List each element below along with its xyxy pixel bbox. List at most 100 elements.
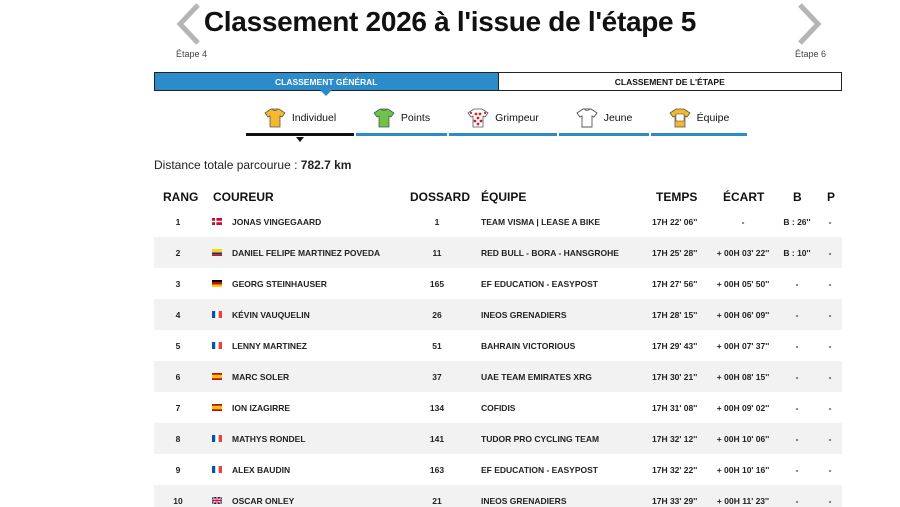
- tab-individual[interactable]: Individuel: [246, 100, 354, 142]
- total-distance-value: 782.7 km: [300, 158, 352, 172]
- rider-name-link[interactable]: DANIEL FELIPE MARTINEZ POVEDA: [232, 248, 381, 258]
- gap-cell: + 00H 10' 16'': [716, 465, 770, 475]
- country-flag-icon: [212, 373, 222, 380]
- table-row[interactable]: 7 ION IZAGIRRE 134 COFIDIS 17H 31' 08'' + 00H…: [154, 392, 842, 423]
- gap-cell: + 00H 05' 50'': [716, 279, 770, 289]
- rank-cell: 1: [175, 217, 181, 227]
- gap-cell: + 00H 03' 22'': [716, 248, 770, 258]
- gap-cell: + 00H 08' 15'': [716, 372, 770, 382]
- rider-name-link[interactable]: OSCAR ONLEY: [232, 496, 295, 506]
- header-bib[interactable]: DOSSARD: [410, 190, 471, 204]
- team-name-link[interactable]: BAHRAIN VICTORIOUS: [481, 341, 576, 351]
- tab-young-label: Jeune: [603, 112, 633, 124]
- total-distance-label: Distance totale parcourue :: [154, 158, 298, 172]
- table-row[interactable]: 1 JONAS VINGEGAARD 1 TEAM VISMA | LEASE A B…: [154, 206, 842, 237]
- bib-cell: 37: [432, 372, 442, 382]
- gap-cell: + 00H 06' 09'': [716, 310, 770, 320]
- previous-stage-arrow-icon[interactable]: [170, 2, 210, 50]
- team-name-link[interactable]: UAE TEAM EMIRATES XRG: [481, 372, 592, 382]
- bib-cell: 163: [429, 465, 445, 475]
- bib-cell: 141: [429, 434, 445, 444]
- table-row[interactable]: 5 LENNY MARTINEZ 51 BAHRAIN VICTORIOUS 17H 2…: [154, 330, 842, 361]
- header-rider[interactable]: COUREUR: [213, 190, 274, 204]
- next-stage-arrow-icon[interactable]: [788, 2, 828, 50]
- time-cell: 17H 29' 43'': [652, 341, 698, 351]
- gap-cell: + 00H 07' 37'': [716, 341, 770, 351]
- rider-name-link[interactable]: KÉVIN VAUQUELIN: [232, 310, 310, 320]
- penalty-cell: -: [828, 279, 832, 289]
- total-distance: Distance totale parcourue : 782.7 km: [154, 158, 351, 172]
- tab-points-label: Points: [400, 112, 431, 124]
- bib-cell: 165: [429, 279, 445, 289]
- bonus-cell: -: [795, 279, 799, 289]
- page-title: Classement 2026 à l'issue de l'étape 5: [203, 6, 697, 37]
- penalty-cell: -: [828, 248, 832, 258]
- country-flag-icon: [212, 497, 222, 504]
- team-name-link[interactable]: INEOS GRENADIERS: [481, 496, 567, 506]
- country-flag-icon: [212, 249, 222, 256]
- header-gap[interactable]: ÉCART: [723, 190, 765, 204]
- rank-cell: 2: [175, 248, 181, 258]
- green-jersey-icon: [373, 108, 395, 128]
- rider-name-link[interactable]: LENNY MARTINEZ: [232, 341, 307, 351]
- team-name-link[interactable]: EF EDUCATION - EASYPOST: [481, 279, 598, 289]
- header-bonus[interactable]: B: [793, 190, 802, 204]
- gap-cell: + 00H 11' 23'': [716, 496, 770, 506]
- rider-name-link[interactable]: ION IZAGIRRE: [232, 403, 291, 413]
- rider-name-link[interactable]: GEORG STEINHAUSER: [232, 279, 327, 289]
- header-penalty[interactable]: P: [827, 190, 836, 204]
- next-stage-label[interactable]: Étape 6: [795, 49, 827, 59]
- rider-name-link[interactable]: MATHYS RONDEL: [232, 434, 306, 444]
- team-name-link[interactable]: INEOS GRENADIERS: [481, 310, 567, 320]
- table-row[interactable]: 9 ALEX BAUDIN 163 EF EDUCATION - EASYPOST 17…: [154, 454, 842, 485]
- tab-general-classification[interactable]: CLASSEMENT GÉNÉRAL: [155, 73, 498, 96]
- time-cell: 17H 22' 06'': [652, 217, 698, 227]
- white-jersey-icon: [576, 108, 598, 128]
- table-row[interactable]: 8 MATHYS RONDEL 141 TUDOR PRO CYCLING TEAM 1…: [154, 423, 842, 454]
- penalty-cell: -: [828, 434, 832, 444]
- tab-points[interactable]: Points: [356, 100, 447, 136]
- previous-stage-label[interactable]: Étape 4: [176, 49, 208, 59]
- penalty-cell: -: [828, 217, 832, 227]
- header-team[interactable]: ÉQUIPE: [481, 190, 527, 204]
- bonus-cell: B : 26'': [783, 217, 811, 227]
- time-cell: 17H 25' 28'': [652, 248, 698, 258]
- country-flag-icon: [212, 404, 222, 411]
- team-name-link[interactable]: COFIDIS: [481, 403, 516, 413]
- time-cell: 17H 32' 12'': [652, 434, 698, 444]
- bib-cell: 26: [432, 310, 442, 320]
- bonus-cell: -: [795, 403, 799, 413]
- table-row[interactable]: 2 DANIEL FELIPE MARTINEZ POVEDA 11 RED BULL…: [154, 237, 842, 268]
- bonus-cell: -: [795, 465, 799, 475]
- table-row[interactable]: 10 OSCAR ONLEY 21 INEOS GRENADIERS 17H 33' 2…: [154, 485, 842, 507]
- tab-team[interactable]: Équipe: [651, 100, 747, 136]
- tab-young[interactable]: Jeune: [559, 100, 649, 136]
- tab-stage-classification[interactable]: CLASSEMENT DE L'ÉTAPE: [497, 73, 841, 90]
- team-name-link[interactable]: TUDOR PRO CYCLING TEAM: [481, 434, 600, 444]
- header-rank[interactable]: RANG: [163, 190, 199, 204]
- jersey-tabs: Individuel Points Grimpeur Jeune Équipe: [246, 100, 749, 142]
- country-flag-icon: [212, 280, 222, 287]
- rider-name-link[interactable]: MARC SOLER: [232, 372, 290, 382]
- header-time[interactable]: TEMPS: [656, 190, 698, 204]
- team-name-link[interactable]: EF EDUCATION - EASYPOST: [481, 465, 598, 475]
- table-row[interactable]: 6 MARC SOLER 37 UAE TEAM EMIRATES XRG 17H 30…: [154, 361, 842, 392]
- rank-cell: 3: [175, 279, 181, 289]
- rider-name-link[interactable]: JONAS VINGEGAARD: [232, 217, 322, 227]
- team-name-link[interactable]: TEAM VISMA | LEASE A BIKE: [481, 217, 601, 227]
- rank-cell: 7: [175, 403, 181, 413]
- bib-cell: 1: [434, 217, 440, 227]
- tab-climber[interactable]: Grimpeur: [449, 100, 557, 136]
- table-header: RANG COUREUR DOSSARD ÉQUIPE TEMPS ÉCART …: [154, 190, 842, 206]
- yellow-jersey-icon: [264, 108, 286, 128]
- rider-name-link[interactable]: ALEX BAUDIN: [232, 465, 291, 475]
- table-row[interactable]: 3 GEORG STEINHAUSER 165 EF EDUCATION - EASY…: [154, 268, 842, 299]
- penalty-cell: -: [828, 310, 832, 320]
- rank-cell: 9: [175, 465, 181, 475]
- table-row[interactable]: 4 KÉVIN VAUQUELIN 26 INEOS GRENADIERS 17H 28…: [154, 299, 842, 330]
- time-cell: 17H 31' 08'': [652, 403, 698, 413]
- rank-cell: 10: [173, 496, 183, 506]
- team-name-link[interactable]: RED BULL - BORA - HANSGROHE: [481, 248, 619, 258]
- time-cell: 17H 30' 21'': [652, 372, 698, 382]
- bonus-cell: B : 10'': [783, 248, 811, 258]
